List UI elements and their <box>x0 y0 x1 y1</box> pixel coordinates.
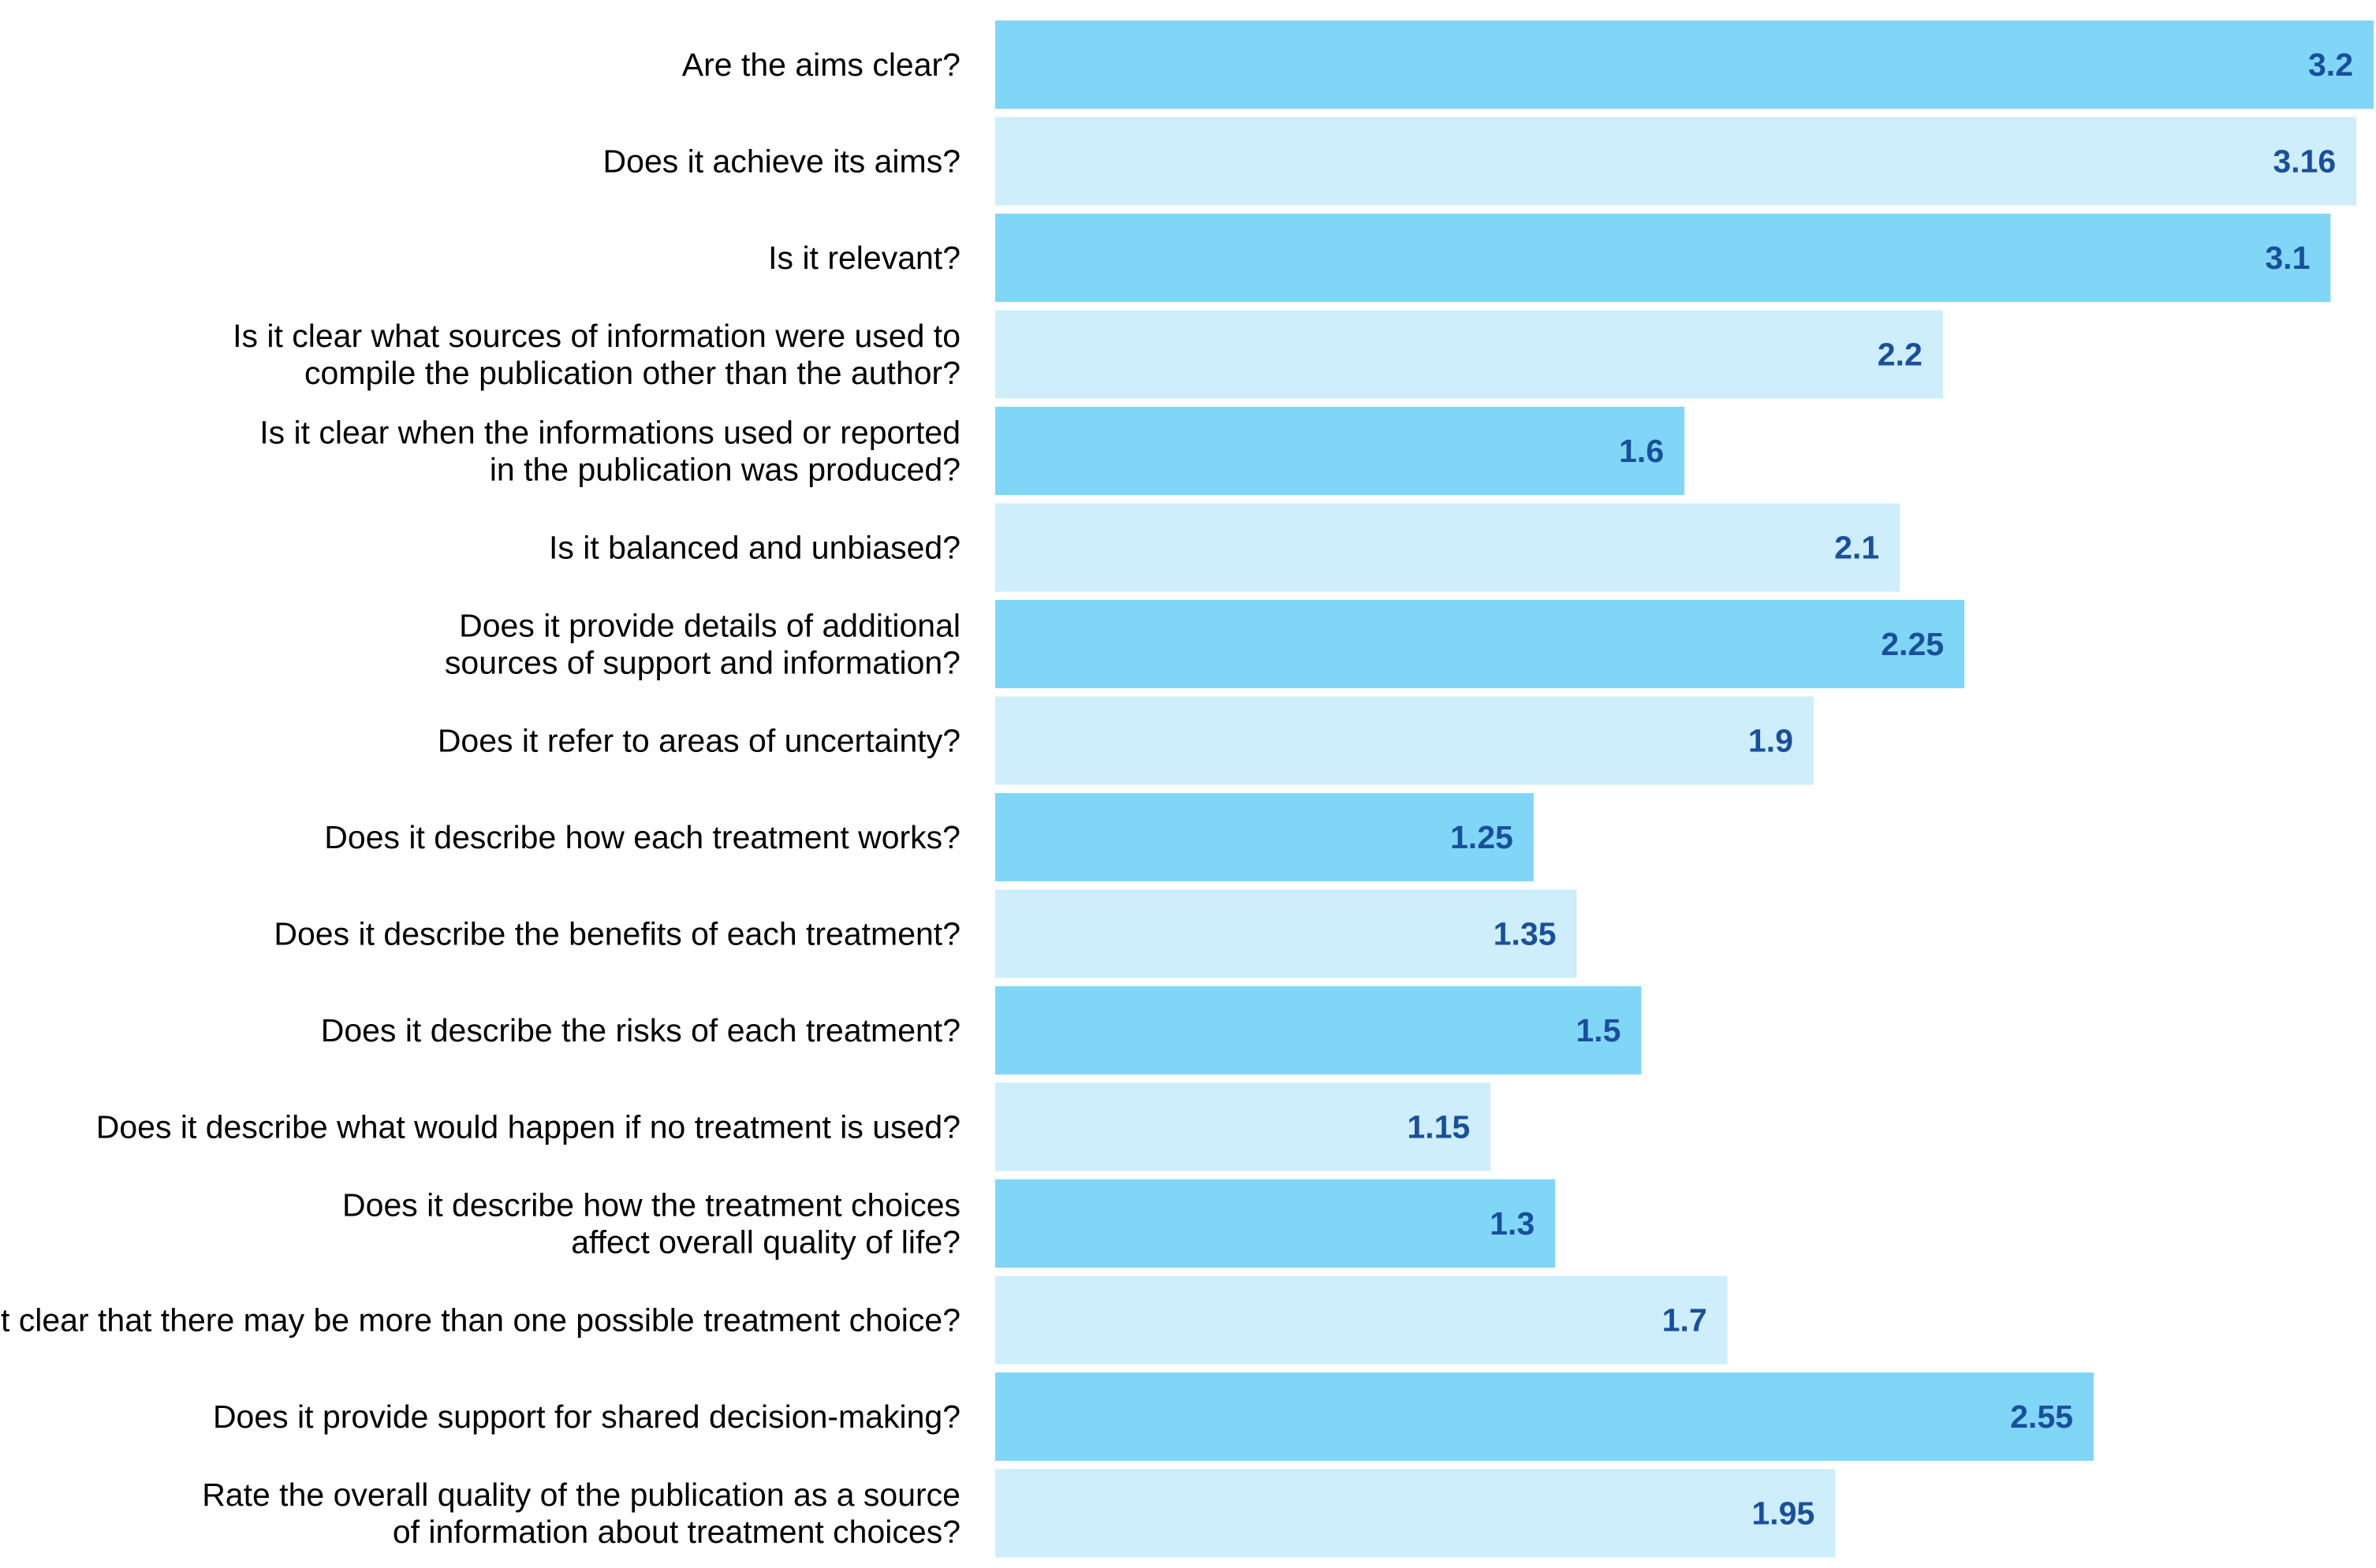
category-label-line: compile the publication other than the a… <box>304 355 960 391</box>
category-label-line: Does it describe how each treatment work… <box>324 819 960 855</box>
bar <box>995 310 1943 399</box>
bar <box>995 1082 1491 1171</box>
category-label: Does it describe what would happen if no… <box>96 1109 960 1145</box>
category-label-line: Is it clear when the informations used o… <box>259 415 960 451</box>
bar <box>995 793 1534 881</box>
category-label: Is It clear that there may be more than … <box>0 1302 960 1339</box>
value-label: 1.95 <box>1751 1495 1815 1532</box>
category-label-line: Is it clear what sources of information … <box>233 318 960 354</box>
bar <box>995 1276 1728 1365</box>
value-label: 1.3 <box>1490 1205 1535 1242</box>
category-label: Is it relevant? <box>768 240 960 276</box>
bar <box>995 889 1577 978</box>
category-label-line: Does it describe the benefits of each tr… <box>274 916 960 952</box>
bars-group <box>995 20 2374 1558</box>
value-label: 2.2 <box>1878 337 1923 373</box>
category-label: Does it describe the benefits of each tr… <box>274 916 960 952</box>
bar <box>995 20 2374 109</box>
bar <box>995 407 1684 495</box>
bar <box>995 696 1814 785</box>
category-label: Is it clear what sources of information … <box>233 318 960 391</box>
bar <box>995 1179 1556 1268</box>
value-label: 2.25 <box>1881 626 1944 662</box>
category-label-line: Is It clear that there may be more than … <box>0 1302 960 1339</box>
value-label: 1.7 <box>1662 1302 1707 1339</box>
category-label-line: Is it relevant? <box>768 240 960 276</box>
category-label: Are the aims clear? <box>682 47 960 83</box>
value-label: 1.25 <box>1450 819 1513 855</box>
bar <box>995 1469 1836 1558</box>
category-label-line: Rate the overall quality of the publicat… <box>202 1477 960 1513</box>
value-label: 3.16 <box>2273 143 2336 180</box>
value-label: 1.6 <box>1619 433 1664 469</box>
category-label-line: Does it describe the risks of each treat… <box>321 1012 960 1048</box>
category-label: Rate the overall quality of the publicat… <box>202 1477 960 1550</box>
category-label: Does it provide support for shared decis… <box>213 1399 960 1435</box>
value-label: 1.9 <box>1748 723 1793 759</box>
category-label-line: Does it describe how the treatment choic… <box>342 1187 960 1223</box>
value-label: 1.5 <box>1576 1012 1621 1048</box>
category-label: Does it achieve its aims? <box>603 143 960 180</box>
value-label: 1.35 <box>1494 916 1557 952</box>
category-label-line: Does it achieve its aims? <box>603 143 960 180</box>
value-label: 3.1 <box>2265 240 2310 276</box>
category-label-line: sources of support and information? <box>445 645 960 681</box>
category-label: Does it describe how the treatment choic… <box>342 1187 960 1261</box>
bar <box>995 214 2331 302</box>
category-label: Does it provide details of additional sou… <box>445 608 960 681</box>
bar <box>995 1372 2094 1461</box>
category-label-line: of information about treatment choices? <box>393 1514 960 1550</box>
category-label-line: Does it describe what would happen if no… <box>96 1109 960 1145</box>
category-labels-group: Are the aims clear? Does it achieve its a… <box>0 47 960 1550</box>
value-label: 1.15 <box>1407 1109 1470 1145</box>
value-label: 3.2 <box>2308 47 2353 83</box>
category-label-line: Does it provide details of additional <box>459 608 960 644</box>
bar <box>995 117 2357 206</box>
category-label-line: in the publication was produced? <box>490 452 960 488</box>
category-label: Does it describe how each treatment work… <box>324 819 960 855</box>
bar <box>995 503 1900 592</box>
category-label-line: Is it balanced and unbiased? <box>549 530 960 566</box>
category-label: Does it refer to areas of uncertainty? <box>438 723 960 759</box>
bar <box>995 986 1642 1075</box>
category-label: Is it balanced and unbiased? <box>549 530 960 566</box>
bar <box>995 600 1965 688</box>
category-label-line: Does it provide support for shared decis… <box>213 1399 960 1435</box>
value-label: 2.1 <box>1834 530 1879 566</box>
value-label: 2.55 <box>2010 1399 2073 1435</box>
category-label: Does it describe the risks of each treat… <box>321 1012 960 1048</box>
category-label-line: Does it refer to areas of uncertainty? <box>438 723 960 759</box>
category-label-line: affect overall quality of life? <box>571 1224 960 1261</box>
category-label: Is it clear when the informations used o… <box>259 415 960 488</box>
value-labels-group: 3.2 3.16 3.1 2.2 1.6 2.1 2.25 1.9 1.25 1.35 1.5 1.1… <box>1407 47 2353 1532</box>
category-label-line: Are the aims clear? <box>682 47 960 83</box>
